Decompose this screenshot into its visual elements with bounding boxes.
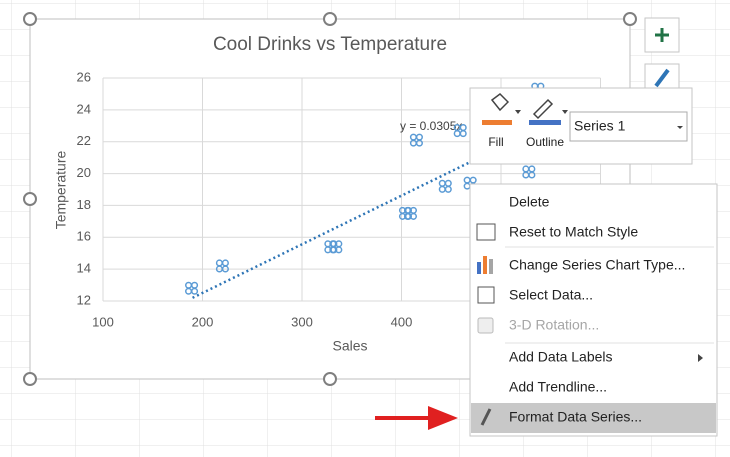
chart-title: Cool Drinks vs Temperature bbox=[213, 34, 447, 55]
data-point bbox=[215, 259, 229, 273]
menu-item[interactable]: Select Data... bbox=[509, 287, 593, 303]
menu-item[interactable]: Add Trendline... bbox=[509, 379, 607, 395]
series-select-value: Series 1 bbox=[574, 118, 626, 134]
fill-label[interactable]: Fill bbox=[488, 135, 503, 149]
x-tick-label: 300 bbox=[291, 314, 313, 329]
menu-item[interactable]: Change Series Chart Type... bbox=[509, 257, 685, 273]
y-tick-label: 18 bbox=[77, 197, 91, 212]
rotation-icon bbox=[477, 317, 494, 334]
overlay: Fill Outline Series 1 Delete Reset to Mat… bbox=[375, 87, 718, 437]
handle[interactable] bbox=[623, 12, 637, 26]
data-point bbox=[438, 179, 452, 193]
handle[interactable] bbox=[323, 12, 337, 26]
series-select[interactable] bbox=[569, 111, 688, 142]
y-tick-label: 12 bbox=[77, 292, 91, 307]
format-icon bbox=[480, 408, 492, 426]
submenu-arrow bbox=[698, 354, 703, 362]
data-point bbox=[329, 240, 343, 254]
menu-item: 3-D Rotation... bbox=[509, 317, 599, 333]
plus-icon bbox=[655, 28, 669, 42]
data-point bbox=[403, 206, 418, 220]
y-tick-label: 22 bbox=[77, 133, 91, 148]
chart-type-icon bbox=[477, 256, 493, 274]
handle[interactable] bbox=[23, 372, 37, 386]
select-data-icon bbox=[477, 286, 495, 304]
menu-highlight bbox=[471, 403, 716, 433]
outline-color bbox=[529, 120, 561, 125]
reset-icon bbox=[476, 223, 496, 241]
handle[interactable] bbox=[23, 192, 37, 206]
y-tick-label: 26 bbox=[77, 69, 91, 84]
dropdown-arrow bbox=[515, 110, 521, 114]
x-axis-label: Sales bbox=[332, 338, 367, 354]
context-menu bbox=[469, 183, 718, 437]
data-point bbox=[453, 124, 467, 138]
dropdown-arrow bbox=[677, 126, 683, 129]
x-tick-label: 100 bbox=[92, 314, 114, 329]
x-tick-label: 200 bbox=[192, 314, 214, 329]
menu-item[interactable]: Delete bbox=[509, 194, 550, 210]
brush-icon bbox=[654, 68, 670, 88]
selection-handles bbox=[23, 12, 637, 386]
outline-label[interactable]: Outline bbox=[526, 135, 564, 149]
y-tick-label: 20 bbox=[77, 165, 91, 180]
data-point bbox=[409, 133, 423, 147]
fill-icon bbox=[490, 93, 510, 112]
menu-item[interactable]: Reset to Match Style bbox=[509, 224, 638, 240]
chart-elements-button[interactable] bbox=[644, 17, 680, 53]
y-tick-label: 16 bbox=[77, 229, 91, 244]
x-tick-label: 400 bbox=[391, 314, 413, 329]
outline-icon bbox=[532, 98, 554, 120]
y-tick-label: 14 bbox=[77, 261, 91, 276]
data-point bbox=[522, 165, 536, 179]
handle[interactable] bbox=[323, 372, 337, 386]
trendline-label: y = 0.0305x bbox=[400, 119, 462, 133]
y-tick-label: 24 bbox=[77, 101, 91, 116]
menu-item[interactable]: Format Data Series... bbox=[509, 409, 642, 425]
y-axis-label: Temperature bbox=[53, 150, 69, 229]
handle[interactable] bbox=[23, 12, 37, 26]
dropdown-arrow bbox=[562, 110, 568, 114]
data-point bbox=[185, 281, 199, 295]
red-arrow-head bbox=[428, 406, 458, 430]
menu-item[interactable]: Add Data Labels bbox=[509, 349, 613, 365]
fill-color bbox=[482, 120, 512, 125]
